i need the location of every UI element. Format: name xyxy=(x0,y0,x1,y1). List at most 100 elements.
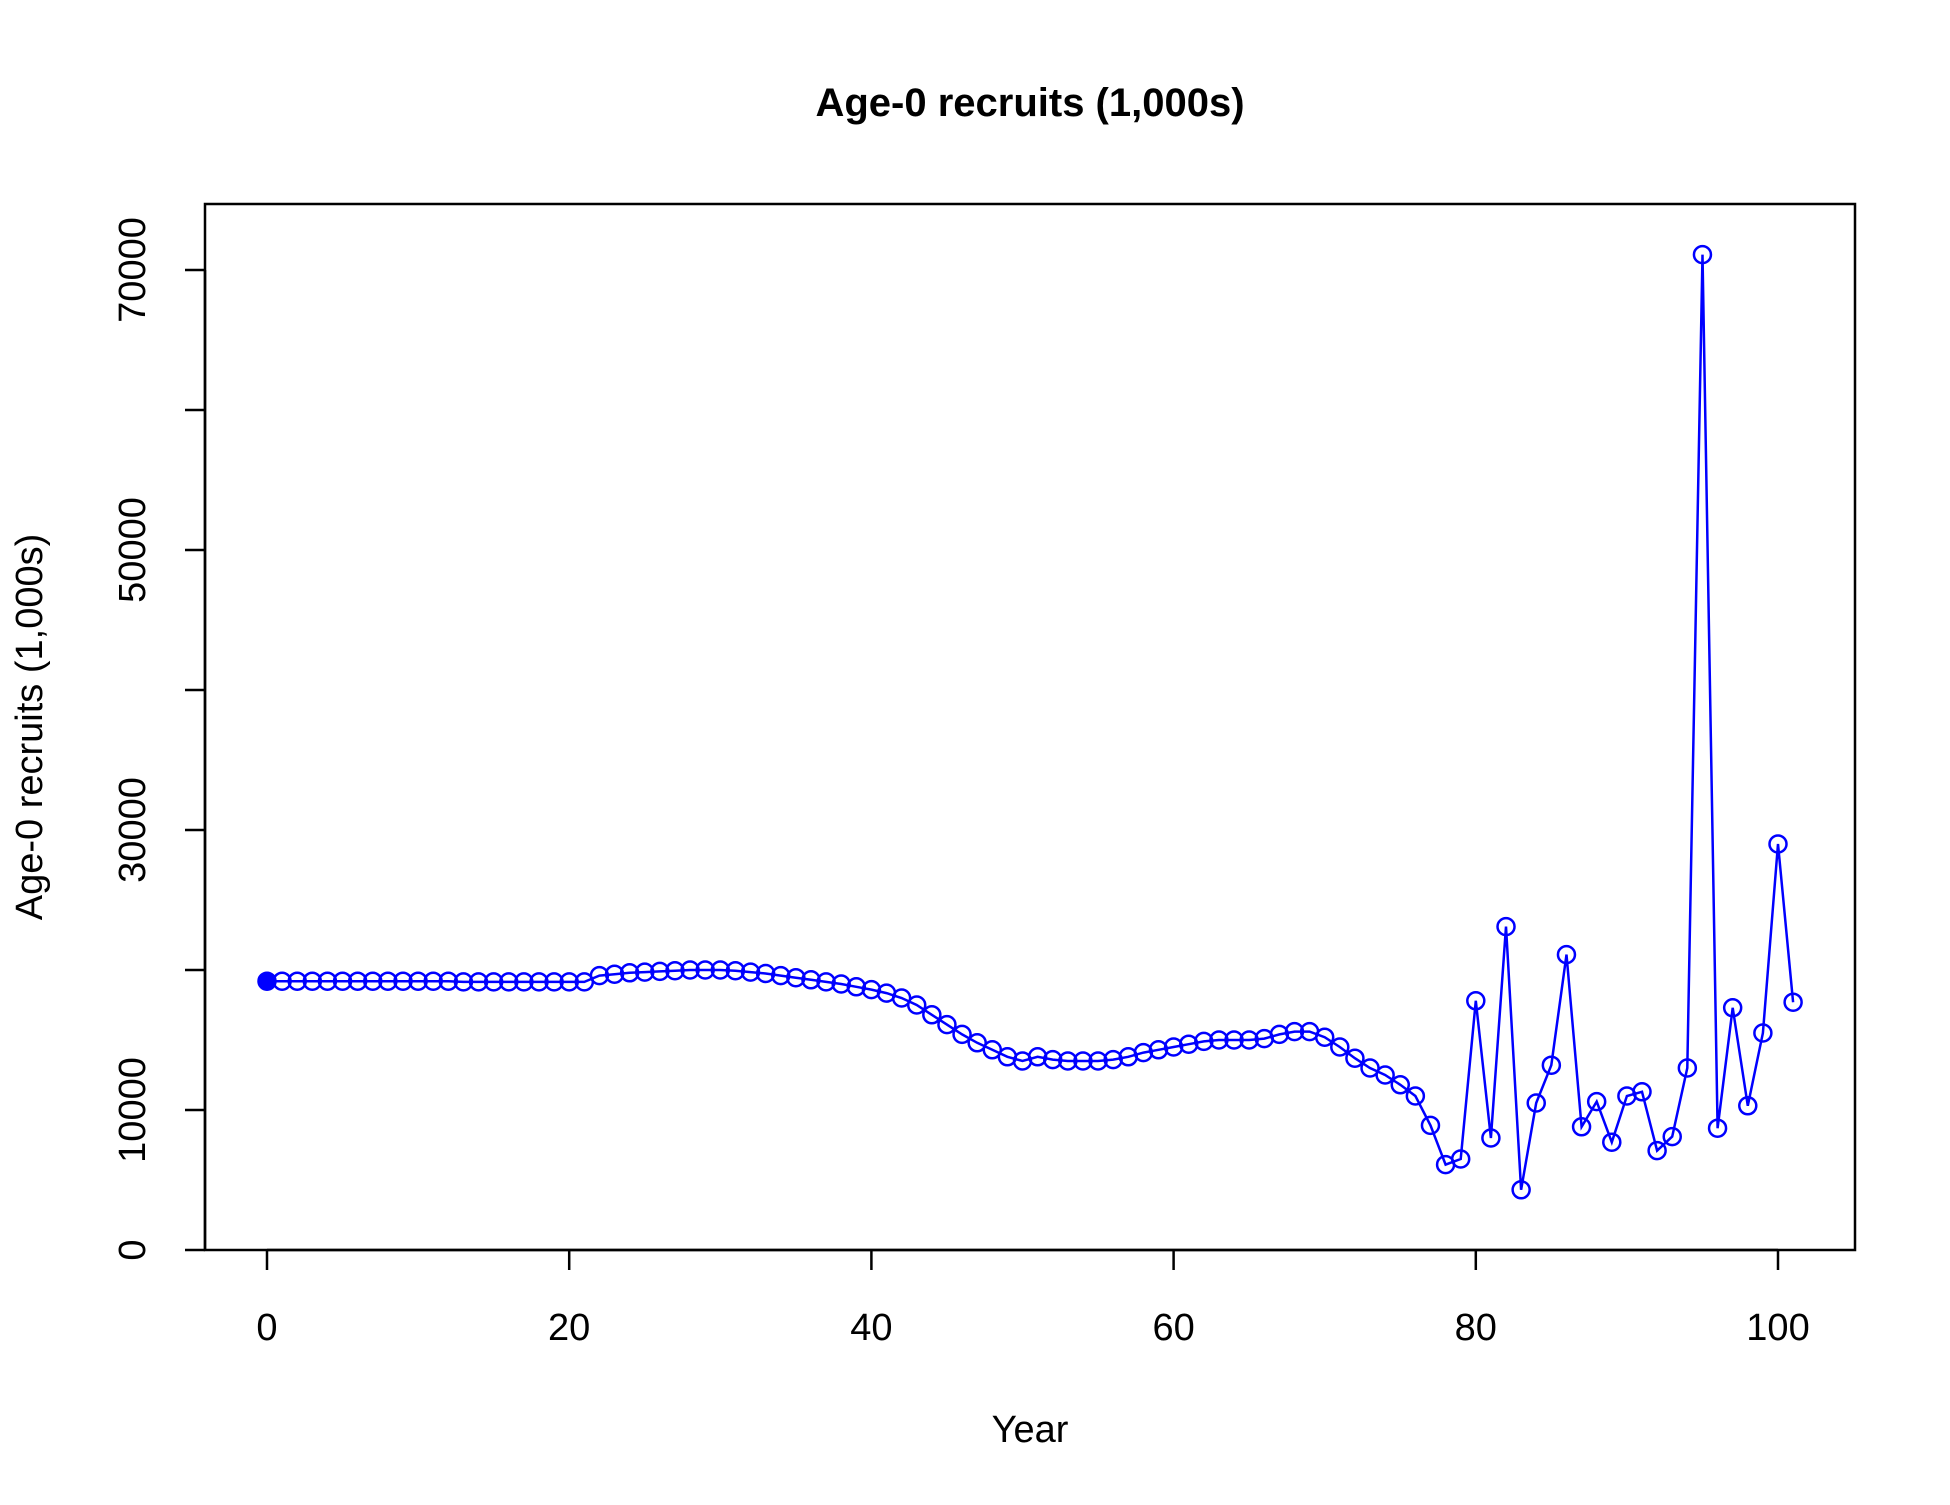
data-point xyxy=(529,972,549,992)
data-point xyxy=(302,971,323,991)
plot-area xyxy=(257,244,1803,1200)
data-point xyxy=(1677,1058,1698,1078)
data-point xyxy=(1783,992,1803,1012)
data-point xyxy=(347,971,368,991)
data-point xyxy=(1405,1086,1426,1106)
data-point xyxy=(317,971,338,991)
data-point xyxy=(740,962,761,982)
data-point xyxy=(272,971,292,991)
data-point xyxy=(1481,1128,1501,1148)
data-point xyxy=(1103,1049,1123,1070)
x-tick-label: 80 xyxy=(1455,1307,1497,1349)
data-point xyxy=(922,1005,942,1025)
data-point xyxy=(1511,1180,1531,1200)
data-point xyxy=(378,971,398,991)
data-point xyxy=(1042,1049,1063,1070)
data-point xyxy=(846,977,867,997)
x-tick-label: 40 xyxy=(850,1307,892,1349)
data-point xyxy=(1314,1027,1335,1047)
data-point xyxy=(1586,1091,1607,1112)
data-point xyxy=(650,961,670,982)
data-point xyxy=(559,972,579,992)
x-tick-label: 60 xyxy=(1152,1307,1194,1349)
data-point xyxy=(438,971,459,991)
data-point xyxy=(1526,1093,1546,1113)
data-point xyxy=(1133,1042,1154,1063)
data-point xyxy=(1330,1037,1350,1057)
data-point xyxy=(1194,1031,1214,1052)
data-point xyxy=(393,971,413,991)
data-point xyxy=(1768,834,1788,854)
data-point xyxy=(363,971,383,991)
series-line xyxy=(267,254,1795,1191)
data-point xyxy=(1027,1047,1048,1067)
data-point xyxy=(725,960,746,981)
data-point xyxy=(1345,1048,1365,1068)
data-point xyxy=(1632,1082,1652,1102)
data-point xyxy=(514,972,534,992)
data-point xyxy=(906,995,927,1015)
data-point xyxy=(1178,1034,1199,1054)
data-point xyxy=(1753,1023,1773,1043)
data-point xyxy=(680,960,700,980)
data-point xyxy=(1707,1118,1728,1138)
data-point xyxy=(1692,244,1713,265)
data-point xyxy=(332,971,353,991)
data-point xyxy=(1148,1040,1169,1060)
data-point xyxy=(635,962,655,982)
data-point xyxy=(1073,1051,1093,1071)
data-point xyxy=(695,960,715,980)
data-point xyxy=(423,971,443,991)
data-point xyxy=(1375,1065,1395,1085)
data-point xyxy=(786,967,806,988)
chart-title: Age-0 recruits (1,000s) xyxy=(815,81,1244,125)
y-tick-label: 70000 xyxy=(112,217,154,323)
data-point xyxy=(483,972,504,992)
data-point xyxy=(1541,1055,1562,1075)
data-point xyxy=(453,972,474,992)
data-point xyxy=(604,964,625,984)
data-point xyxy=(1556,944,1577,965)
data-point xyxy=(1647,1140,1667,1161)
data-point xyxy=(257,971,277,991)
data-point xyxy=(1496,916,1516,937)
data-point xyxy=(1722,998,1743,1018)
data-point xyxy=(1466,991,1486,1011)
data-point xyxy=(1163,1037,1184,1057)
data-point xyxy=(1420,1115,1441,1136)
x-tick-label: 100 xyxy=(1746,1307,1809,1349)
data-point xyxy=(1602,1132,1622,1152)
y-tick-label: 10000 xyxy=(112,1057,154,1163)
data-point xyxy=(952,1024,972,1045)
data-point xyxy=(770,965,791,986)
data-point xyxy=(1450,1149,1471,1169)
data-point xyxy=(831,974,851,994)
y-axis-label: Age-0 recruits (1,000s) xyxy=(9,534,51,921)
data-point xyxy=(1224,1030,1244,1050)
x-axis-label: Year xyxy=(992,1409,1069,1451)
data-point xyxy=(589,965,610,986)
x-tick-label: 0 xyxy=(256,1307,277,1349)
data-point xyxy=(1239,1030,1259,1050)
data-point xyxy=(1738,1096,1758,1116)
data-point xyxy=(1269,1024,1290,1045)
data-point xyxy=(1058,1051,1078,1071)
data-point xyxy=(1390,1075,1410,1095)
data-point xyxy=(1571,1117,1592,1137)
y-tick-label: 0 xyxy=(112,1239,154,1260)
plot-frame xyxy=(203,202,1857,1252)
data-point xyxy=(1209,1030,1229,1050)
data-point xyxy=(499,972,519,992)
y-tick-label: 50000 xyxy=(112,497,154,603)
data-point xyxy=(937,1014,957,1035)
x-tick-label: 20 xyxy=(548,1307,590,1349)
data-point xyxy=(665,960,685,981)
data-point xyxy=(1088,1051,1108,1071)
y-axis: 0 10000 30000 50000 70000 xyxy=(112,217,207,1261)
data-point xyxy=(468,972,489,992)
data-point xyxy=(408,971,428,991)
data-point xyxy=(755,963,776,984)
y-tick-label: 30000 xyxy=(112,777,154,883)
